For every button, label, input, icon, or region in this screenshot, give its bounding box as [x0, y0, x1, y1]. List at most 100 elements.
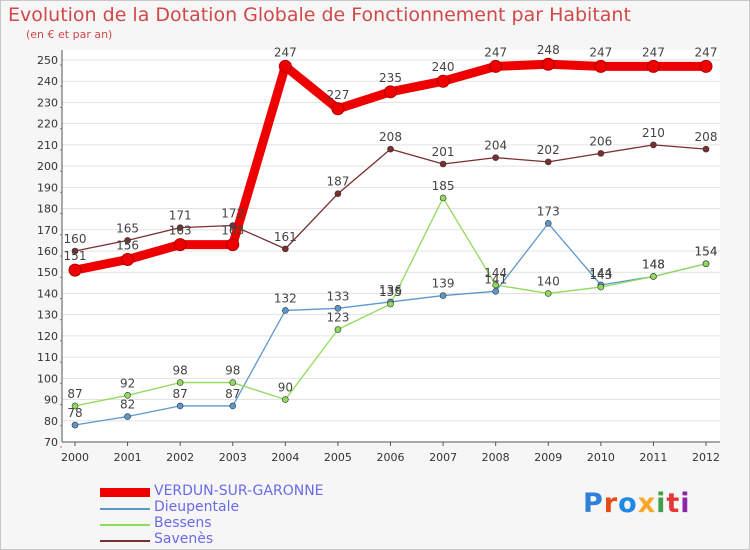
data-label: 140 [537, 274, 560, 288]
data-point [436, 74, 450, 88]
data-label: 247 [274, 45, 297, 59]
chart-subtitle: (en € et par an) [26, 28, 113, 41]
data-point [387, 300, 394, 308]
data-point [439, 194, 447, 202]
y-tick-label: 180 [37, 203, 58, 216]
x-tick-label: 2006 [377, 451, 405, 464]
data-point [597, 150, 605, 157]
data-point [492, 154, 499, 161]
data-label: 92 [120, 376, 135, 390]
data-point [650, 273, 657, 280]
data-point [71, 402, 79, 410]
x-tick-label: 2009 [534, 451, 562, 464]
data-label: 151 [64, 249, 87, 263]
data-point [439, 292, 447, 299]
x-tick-label: 2003 [219, 451, 247, 464]
data-label: 132 [274, 291, 297, 305]
y-tick-label: 90 [44, 394, 58, 407]
x-tick-label: 2007 [429, 451, 457, 464]
data-label: 148 [642, 257, 665, 271]
data-label: 247 [589, 45, 612, 59]
data-label: 206 [589, 134, 612, 148]
data-label: 172 [221, 207, 244, 221]
data-point [334, 190, 342, 197]
data-label: 133 [326, 289, 349, 303]
data-label: 160 [64, 232, 87, 246]
data-label: 210 [642, 126, 665, 140]
data-point [702, 260, 710, 268]
data-point [282, 396, 289, 403]
data-point [71, 421, 79, 429]
data-label: 171 [169, 209, 192, 223]
data-label: 82 [120, 398, 135, 412]
chart-title: Evolution de la Dotation Globale de Fonc… [8, 4, 631, 26]
y-tick-label: 230 [37, 96, 58, 109]
data-point [544, 220, 552, 227]
data-point [492, 288, 499, 295]
data-point [334, 304, 342, 312]
data-point [594, 59, 608, 73]
data-label: 144 [589, 266, 612, 280]
data-label: 227 [326, 88, 349, 102]
data-label: 163 [169, 224, 192, 238]
y-tick-label: 130 [37, 309, 58, 322]
data-point [229, 379, 237, 386]
y-tick-label: 240 [37, 75, 58, 88]
data-label: 98 [173, 364, 188, 378]
x-tick-label: 2011 [639, 451, 667, 464]
data-label: 165 [116, 221, 139, 235]
data-point [176, 379, 184, 386]
data-label: 204 [484, 139, 507, 153]
data-point [229, 222, 237, 229]
y-tick-label: 80 [44, 415, 58, 428]
x-tick-label: 2000 [61, 451, 89, 464]
data-point [702, 145, 710, 153]
data-point [439, 160, 447, 168]
data-point [597, 283, 605, 291]
data-point [176, 224, 184, 231]
y-tick-label: 200 [37, 160, 58, 173]
data-point [282, 245, 289, 253]
x-tick-label: 2002 [166, 451, 194, 464]
data-label: 135 [379, 285, 402, 299]
data-label: 141 [484, 272, 507, 286]
data-label: 154 [695, 245, 718, 259]
data-point [334, 326, 342, 333]
data-label: 248 [537, 43, 560, 57]
legend-label: Dieupentale [154, 499, 240, 515]
data-label: 185 [432, 179, 455, 193]
x-tick-label: 2001 [114, 451, 142, 464]
data-point [226, 238, 240, 252]
data-point [282, 307, 289, 314]
data-label: 161 [274, 230, 297, 244]
data-label: 156 [116, 238, 139, 252]
data-label: 87 [173, 387, 188, 401]
data-label: 123 [326, 311, 349, 325]
data-label: 90 [278, 381, 293, 395]
data-point [699, 59, 713, 73]
data-point [229, 402, 237, 410]
data-label: 163 [221, 224, 244, 238]
data-point [124, 413, 131, 420]
y-tick-label: 190 [37, 181, 58, 194]
data-point [121, 252, 135, 266]
data-label: 98 [225, 364, 240, 378]
data-label: 240 [432, 60, 455, 74]
data-point [489, 59, 503, 73]
data-point [176, 402, 184, 410]
x-tick-label: 2005 [324, 451, 352, 464]
data-point [541, 57, 555, 71]
data-point [544, 158, 552, 166]
y-tick-label: 160 [37, 245, 58, 258]
data-label: 144 [484, 266, 507, 280]
data-label: 173 [537, 204, 560, 218]
x-tick-label: 2004 [271, 451, 299, 464]
data-label: 148 [642, 257, 665, 271]
data-label: 247 [695, 45, 718, 59]
data-point [278, 59, 292, 73]
y-tick-label: 210 [37, 139, 58, 152]
x-tick-label: 2008 [482, 451, 510, 464]
data-point [384, 85, 397, 99]
data-label: 235 [379, 71, 402, 85]
